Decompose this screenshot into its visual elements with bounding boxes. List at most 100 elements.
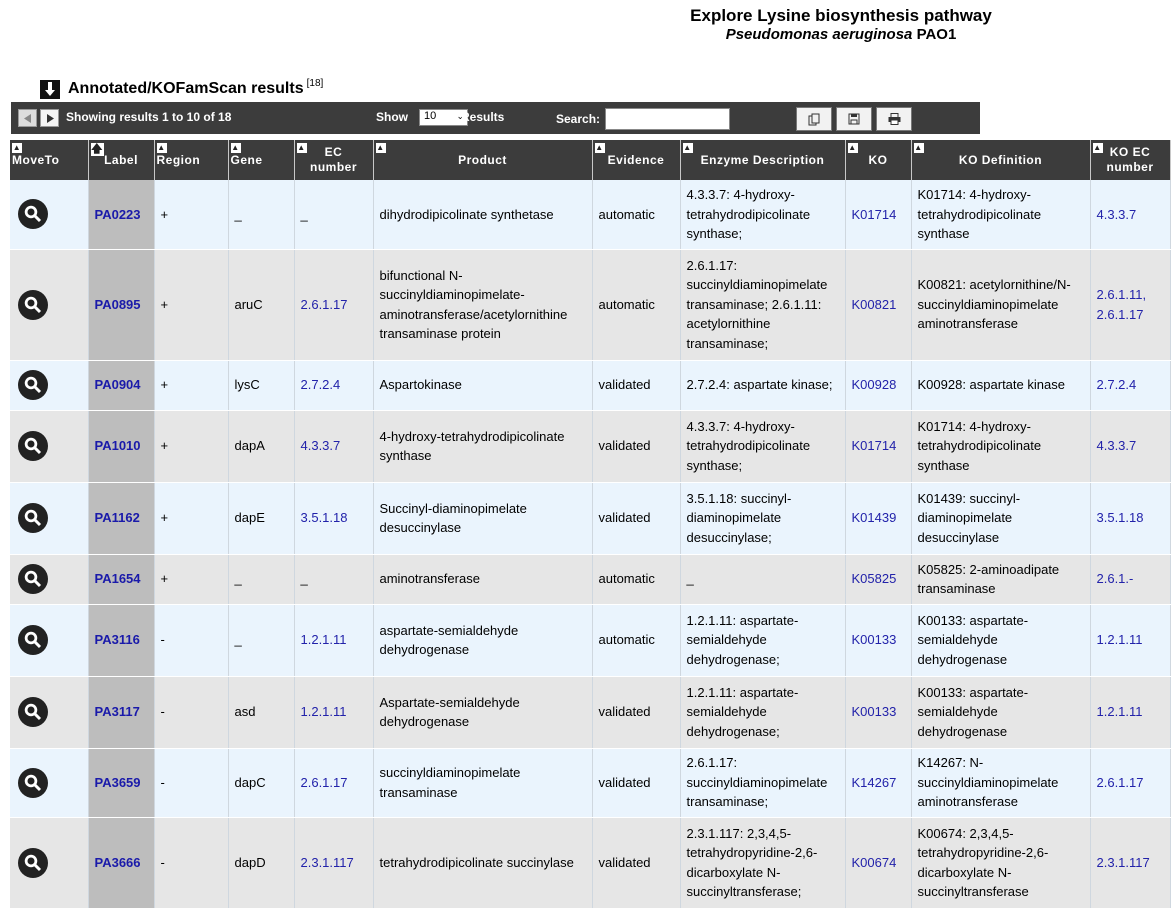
label-link[interactable]: PA3117 xyxy=(94,704,140,720)
ko-ec-link[interactable]: 2.3.1.117 xyxy=(1096,854,1150,870)
ko-ec-link[interactable]: 2.7.2.4 xyxy=(1096,377,1137,393)
col-ec-number[interactable]: ▲ EC number xyxy=(294,140,374,180)
col-gene[interactable]: ▲ Gene xyxy=(228,140,295,180)
ko-cell: K14267 xyxy=(845,748,912,818)
ec-cell: 4.3.3.7 xyxy=(294,410,374,483)
ec-link[interactable]: 2.3.1.117 xyxy=(300,854,354,870)
evidence-cell: validated xyxy=(592,410,681,483)
label-link[interactable]: PA1654 xyxy=(94,571,141,587)
label-link[interactable]: PA3659 xyxy=(94,774,141,790)
moveto-cell xyxy=(10,360,89,411)
ko-ec-cell: 2.3.1.117 xyxy=(1090,817,1171,909)
col-evidence[interactable]: ▲ Evidence xyxy=(592,140,681,180)
ec-link[interactable]: 1.2.1.11 xyxy=(300,704,347,720)
ko-cell: K01714 xyxy=(845,410,912,483)
magnifier-icon[interactable] xyxy=(18,625,48,655)
magnifier-icon[interactable] xyxy=(18,503,48,533)
label-cell: PA3666 xyxy=(88,817,155,909)
ko-ec-link[interactable]: 4.3.3.7 xyxy=(1096,438,1137,454)
print-icon[interactable] xyxy=(876,107,912,131)
ko-ec-link[interactable]: 4.3.3.7 xyxy=(1096,206,1137,222)
col-region[interactable]: ▲ Region xyxy=(154,140,229,180)
gene-cell: _ xyxy=(228,604,295,677)
ko-ec-link[interactable]: 3.5.1.18 xyxy=(1096,510,1144,526)
prev-page-icon[interactable] xyxy=(18,109,37,127)
section-title: Annotated/KOFamScan results xyxy=(68,80,304,97)
magnifier-icon[interactable] xyxy=(18,847,48,878)
ko-link[interactable]: K00821 xyxy=(851,296,897,312)
col-label[interactable]: 🡅 Label xyxy=(88,140,155,180)
next-page-icon[interactable] xyxy=(40,109,59,127)
evidence-cell: automatic xyxy=(592,554,681,605)
label-link[interactable]: PA3116 xyxy=(94,632,140,648)
evidence-cell: automatic xyxy=(592,180,681,250)
magnifier-icon[interactable] xyxy=(18,767,48,798)
magnifier-icon[interactable] xyxy=(18,289,48,320)
label-link[interactable]: PA1010 xyxy=(94,438,141,454)
ko-ec-link[interactable]: 1.2.1.11 xyxy=(1096,704,1143,720)
col-product[interactable]: ▲ Product xyxy=(373,140,593,180)
magnifier-icon[interactable] xyxy=(18,431,48,461)
evidence-cell: automatic xyxy=(592,604,681,677)
magnifier-icon[interactable] xyxy=(18,370,48,400)
label-link[interactable]: PA0895 xyxy=(94,296,141,312)
table-row: PA0904 + lysC 2.7.2.4 Aspartokinase validated… xyxy=(10,360,1171,411)
enzyme-cell: 3.5.1.18: succinyl-diaminopimelate desuc… xyxy=(680,482,846,555)
ko-link[interactable]: K00674 xyxy=(851,854,897,870)
ec-link[interactable]: 1.2.1.11 xyxy=(300,632,347,648)
ko-cell: K05825 xyxy=(845,554,912,605)
table-header-row: ▲ MoveTo 🡅 Label ▲ Region ▲ Gene ▲ EC number … xyxy=(10,140,1171,180)
label-cell: PA1010 xyxy=(88,410,155,483)
col-ko-ec-number[interactable]: ▲ KO EC number xyxy=(1090,140,1171,180)
ec-link[interactable]: 4.3.3.7 xyxy=(300,438,341,454)
magnifier-icon[interactable] xyxy=(18,199,48,230)
table-row: PA1010 + dapA 4.3.3.7 4-hydroxy-tetrahydrodi… xyxy=(10,410,1171,483)
ko-ec-link[interactable]: 2.6.1.17 xyxy=(1096,774,1144,790)
moveto-cell xyxy=(10,410,89,483)
sort-icon: ▲ xyxy=(682,143,693,153)
evidence-cell: validated xyxy=(592,817,681,909)
search-input[interactable] xyxy=(605,108,730,130)
label-link[interactable]: PA0904 xyxy=(94,377,141,393)
ko-link[interactable]: K14267 xyxy=(851,774,897,790)
ec-link[interactable]: 3.5.1.18 xyxy=(300,510,348,526)
label-cell: PA1654 xyxy=(88,554,155,605)
ko-link[interactable]: K01714 xyxy=(851,206,897,222)
page-header: Explore Lysine biosynthesis pathway Pseu… xyxy=(676,6,1006,44)
save-icon[interactable] xyxy=(836,107,872,131)
label-cell: PA3659 xyxy=(88,748,155,818)
label-link[interactable]: PA0223 xyxy=(94,206,141,222)
ko-link[interactable]: K00133 xyxy=(851,704,897,720)
sort-icon: ▲ xyxy=(230,143,241,153)
ko-ec-link[interactable]: 2.6.1.- xyxy=(1096,571,1134,587)
ko-ec-link[interactable]: 1.2.1.11 xyxy=(1096,632,1143,648)
gene-cell: _ xyxy=(228,554,295,605)
label-link[interactable]: PA1162 xyxy=(94,510,140,526)
ko-ec-cell: 2.6.1.11, 2.6.1.17 xyxy=(1090,249,1171,361)
ko-link[interactable]: K00928 xyxy=(851,377,897,393)
organism-subtitle: Pseudomonas aeruginosa PAO1 xyxy=(676,26,1006,44)
ec-link[interactable]: 2.6.1.17 xyxy=(300,296,348,312)
label-link[interactable]: PA3666 xyxy=(94,854,141,870)
ko-link[interactable]: K01714 xyxy=(851,438,897,454)
ko-link[interactable]: K00133 xyxy=(851,632,897,648)
region-cell: + xyxy=(154,249,229,361)
ec-link[interactable]: 2.6.1.17 xyxy=(300,774,348,790)
ec-link[interactable]: 2.7.2.4 xyxy=(300,377,341,393)
product-cell: Aspartokinase xyxy=(373,360,593,411)
col-ko[interactable]: ▲ KO xyxy=(845,140,912,180)
col-ko-definition[interactable]: ▲ KO Definition xyxy=(911,140,1091,180)
ko-link[interactable]: K01439 xyxy=(851,510,897,526)
page-size-select[interactable]: 10 ⌄ xyxy=(419,109,468,126)
magnifier-icon[interactable] xyxy=(18,564,48,594)
ko-ec-link[interactable]: 2.6.1.11, 2.6.1.17 xyxy=(1096,287,1147,322)
col-enzyme-description[interactable]: ▲ Enzyme Description xyxy=(680,140,846,180)
col-moveto[interactable]: ▲ MoveTo xyxy=(10,140,89,180)
ko-link[interactable]: K05825 xyxy=(851,571,897,587)
copy-icon[interactable] xyxy=(796,107,832,131)
organism-name: Pseudomonas aeruginosa xyxy=(725,26,913,43)
moveto-cell xyxy=(10,748,89,818)
magnifier-icon[interactable] xyxy=(18,697,48,727)
enzyme-cell: 1.2.1.11: aspartate-semialdehyde dehydro… xyxy=(680,676,846,749)
down-arrow-icon[interactable] xyxy=(40,79,60,99)
